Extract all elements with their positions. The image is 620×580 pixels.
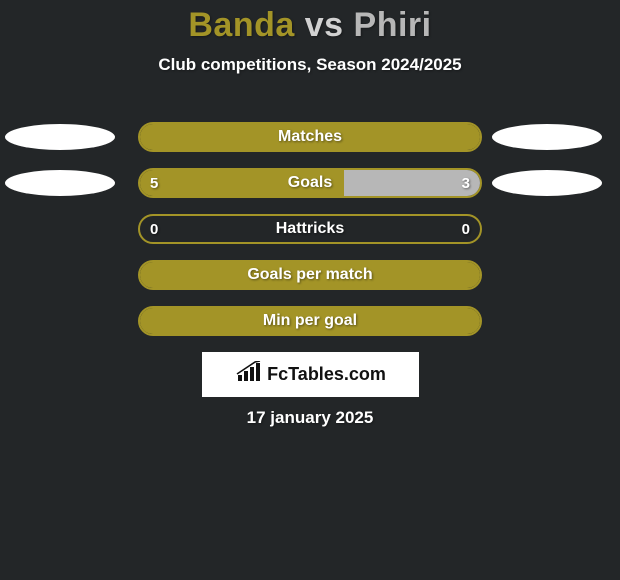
- stat-value-left: 0: [150, 216, 158, 242]
- stat-value-right: 3: [462, 170, 470, 196]
- stat-bar: Goals per match: [138, 260, 482, 290]
- date: 17 january 2025: [0, 408, 620, 428]
- stat-value-right: 0: [462, 216, 470, 242]
- stat-value-left: 5: [150, 170, 158, 196]
- right-ellipse: [492, 124, 602, 150]
- stat-bar-fill-left: [140, 124, 480, 150]
- title-vs: vs: [305, 6, 344, 44]
- stat-bar-fill-left: [140, 170, 344, 196]
- title: Banda vs Phiri: [0, 0, 620, 45]
- stat-bar-fill-left: [140, 262, 480, 288]
- stat-rows: Matches53Goals00HattricksGoals per match…: [0, 122, 620, 352]
- stat-row: Goals per match: [0, 260, 620, 290]
- brand-chart-icon: [235, 361, 261, 388]
- stat-row: 53Goals: [0, 168, 620, 198]
- left-ellipse: [5, 170, 115, 196]
- brand-text: FcTables.com: [267, 364, 386, 385]
- right-ellipse: [492, 170, 602, 196]
- title-player1: Banda: [188, 6, 294, 44]
- subtitle: Club competitions, Season 2024/2025: [0, 55, 620, 75]
- stat-row: 0 0Hattricks: [0, 214, 620, 244]
- stat-bar: 53Goals: [138, 168, 482, 198]
- stat-bar: Min per goal: [138, 306, 482, 336]
- stat-row: Min per goal: [0, 306, 620, 336]
- left-ellipse: [5, 124, 115, 150]
- stat-bar-fill-left: [140, 308, 480, 334]
- stat-bar-fill-right: [344, 170, 480, 196]
- title-player2: Phiri: [354, 6, 432, 44]
- infographic-root: Banda vs Phiri Club competitions, Season…: [0, 0, 620, 580]
- brand-panel: FcTables.com: [202, 352, 419, 397]
- stat-bar: Matches: [138, 122, 482, 152]
- stat-label: Hattricks: [140, 216, 480, 242]
- stat-bar: 0 0Hattricks: [138, 214, 482, 244]
- stat-row: Matches: [0, 122, 620, 152]
